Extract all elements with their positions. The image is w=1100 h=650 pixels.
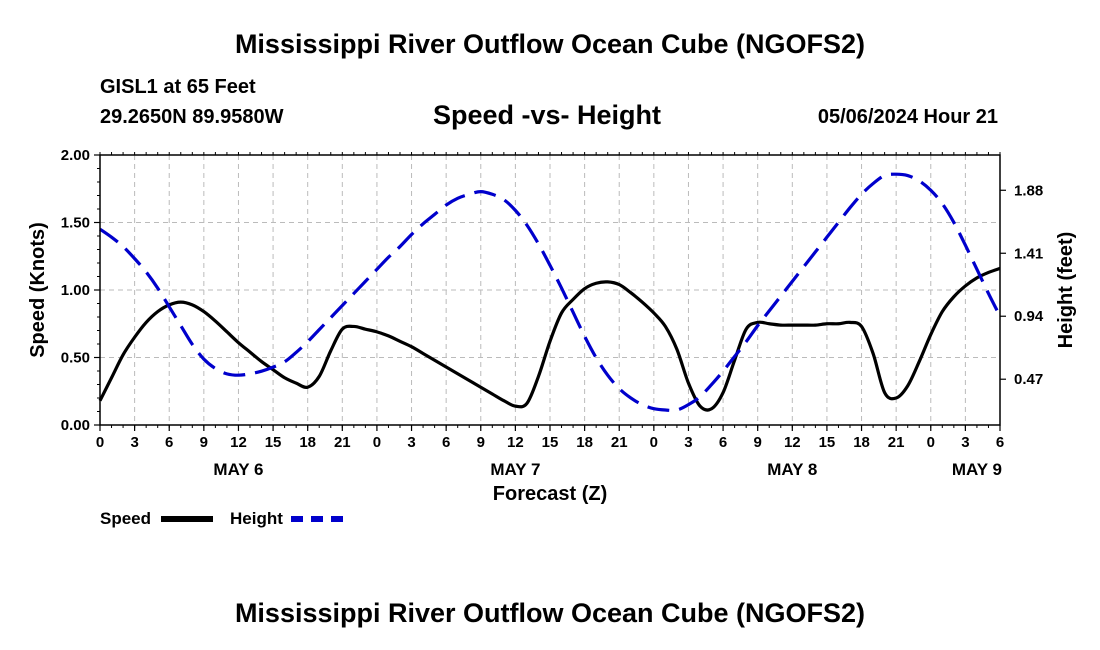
x-tick-label: 3 [130, 434, 138, 451]
x-tick-label: 12 [507, 434, 524, 451]
x-tick-label: 15 [542, 434, 559, 451]
x-tick-label: 6 [165, 434, 173, 451]
y2-tick-label: 0.94 [1014, 308, 1044, 325]
x-tick-label: 18 [853, 434, 870, 451]
x-tick-label: 18 [576, 434, 593, 451]
x-tick-label: 15 [819, 434, 836, 451]
y-tick-label: 0.00 [61, 417, 90, 434]
x-tick-label: 9 [200, 434, 208, 451]
speed-height-chart: 0 3 6 9 12 15 18 21 0 3 6 9 12 15 18 21 0 3 6 9 12 15 18 21 0 3 6 0… [27, 147, 1077, 505]
station-coordinates: 29.2650N 89.9580W [100, 106, 284, 128]
y2-axis-label: Height (feet) [1055, 232, 1077, 349]
x-tick-label: 3 [407, 434, 415, 451]
x-tick-label: 3 [684, 434, 692, 451]
day-label: MAY 7 [490, 460, 540, 479]
x-tick-label: 6 [719, 434, 727, 451]
x-tick-label: 21 [888, 434, 905, 451]
x-tick-label: 15 [265, 434, 282, 451]
x-tick-label: 18 [299, 434, 316, 451]
y2-tick-label: 1.41 [1014, 245, 1043, 262]
y-tick-label: 1.50 [61, 215, 90, 232]
x-tick-label: 3 [961, 434, 969, 451]
y2-tick-label: 1.88 [1014, 182, 1043, 199]
x-tick-label: 9 [754, 434, 762, 451]
x-tick-label: 0 [373, 434, 381, 451]
y-tick-label: 2.00 [61, 147, 90, 164]
station-name: GISL1 at 65 Feet [100, 76, 256, 98]
speed-series-line [98, 266, 1001, 412]
legend-height-label: Height [230, 509, 283, 528]
legend-speed-line [161, 516, 213, 522]
forecast-datetime: 05/06/2024 Hour 21 [817, 106, 998, 128]
x-tick-label: 0 [96, 434, 104, 451]
series-layer [98, 172, 1002, 413]
footer-title: Mississippi River Outflow Ocean Cube (NG… [234, 598, 866, 628]
day-label: MAY 8 [767, 460, 817, 479]
x-tick-label: 0 [927, 434, 935, 451]
legend-height-line [291, 516, 343, 522]
x-tick-label: 0 [650, 434, 658, 451]
main-title: Mississippi River Outflow Ocean Cube (NG… [234, 29, 866, 59]
x-tick-label: 12 [784, 434, 801, 451]
chart-title: Speed -vs- Height [433, 100, 662, 130]
axes: 0 3 6 9 12 15 18 21 0 3 6 9 12 15 18 21 0 3 6 9 12 15 18 21 0 3 6 0… [61, 147, 1044, 479]
legend-speed-label: Speed [100, 509, 152, 528]
x-axis-label: Forecast (Z) [493, 483, 607, 505]
height-series-line [99, 172, 1002, 413]
grid [100, 155, 1000, 425]
x-tick-label: 12 [230, 434, 247, 451]
day-label: MAY 9 [952, 460, 1002, 479]
y-tick-label: 0.50 [61, 350, 90, 367]
x-tick-label: 21 [334, 434, 351, 451]
y2-tick-label: 0.47 [1014, 371, 1043, 388]
y-tick-label: 1.00 [61, 282, 90, 299]
day-label: MAY 6 [213, 460, 263, 479]
y-axis-label: Speed (Knots) [27, 222, 49, 358]
x-tick-label: 6 [996, 434, 1004, 451]
x-tick-label: 6 [442, 434, 450, 451]
x-tick-label: 21 [611, 434, 628, 451]
x-tick-label: 9 [477, 434, 485, 451]
